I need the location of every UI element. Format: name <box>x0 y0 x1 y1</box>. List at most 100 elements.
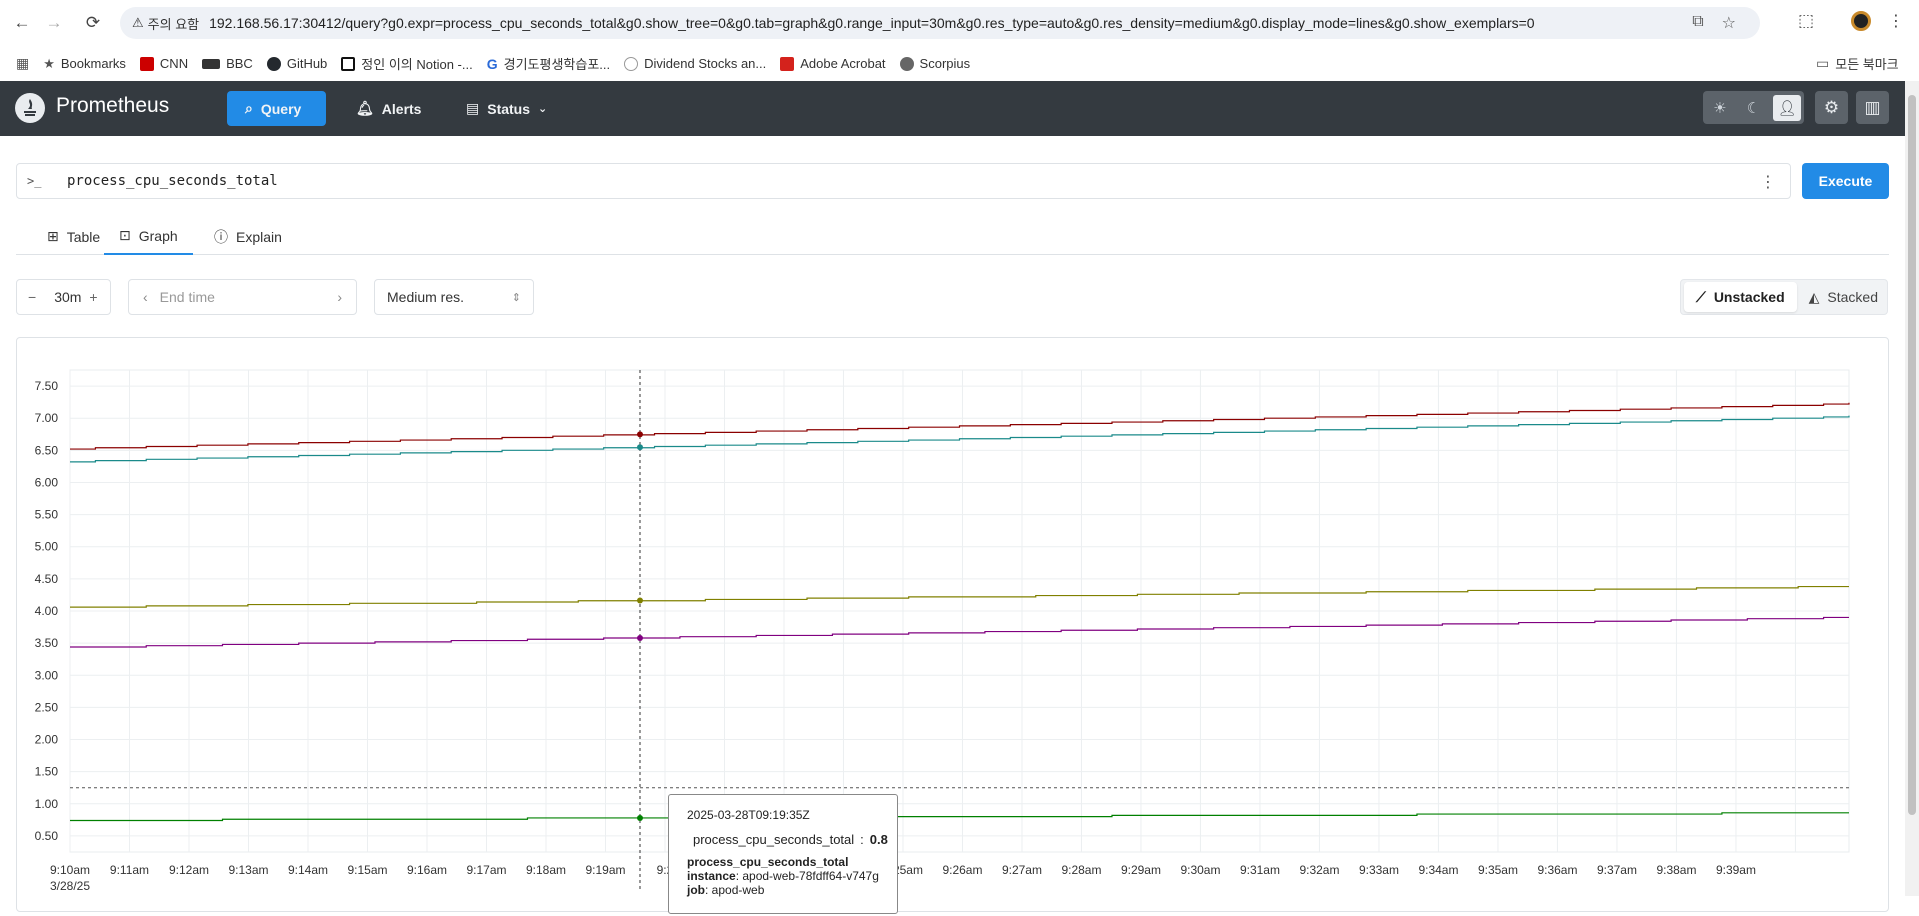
acrobat-icon <box>780 56 795 71</box>
cnn-icon <box>139 56 154 71</box>
resolution-select[interactable]: Medium res. ⇕ <box>374 279 534 315</box>
prompt-icon: >_ <box>27 174 42 188</box>
reload-icon[interactable]: ⟳ <box>85 13 101 32</box>
x-tick-label: 9:31am <box>1240 863 1280 877</box>
chevron-left-icon[interactable]: ‹ <box>143 289 148 305</box>
bell-icon: 🔔︎ <box>356 100 374 116</box>
series-teal-line <box>70 415 1850 463</box>
tab-graph[interactable]: ⊡ Graph <box>104 218 193 255</box>
bookmark-item[interactable]: GitHub <box>266 56 327 71</box>
range-value[interactable]: 30m <box>54 289 82 305</box>
scrollbar-thumb[interactable] <box>1908 95 1916 815</box>
x-tick-label: 9:13am <box>228 863 268 877</box>
server-icon: ▤ <box>466 100 480 116</box>
folder-icon: ▭ <box>1816 55 1830 71</box>
hover-tooltip: 2025-03-28T09:19:35Z process_cpu_seconds… <box>668 794 898 914</box>
series-green-hover-point <box>636 815 643 822</box>
x-tick-label: 9:11am <box>110 863 149 877</box>
avatar[interactable] <box>1851 11 1871 31</box>
x-tick-label: 9:34am <box>1418 863 1458 877</box>
star-icon: ★ <box>43 55 55 71</box>
address-bar[interactable]: ⚠ 주의 요함 192.168.56.17:30412/query?g0.exp… <box>120 7 1760 39</box>
tooltip-instance: instance: apod-web-78fdff64-v747g <box>687 869 879 883</box>
series-red-line <box>70 402 1850 450</box>
bookmark-item[interactable]: Adobe Acrobat <box>780 56 886 71</box>
stacked-button[interactable]: ◭ Stacked <box>1808 288 1878 306</box>
apps-icon[interactable]: ▦ <box>16 55 30 71</box>
tab-table[interactable]: ⊞ Table <box>47 228 101 245</box>
nav-status[interactable]: ▤ Status ⌄ <box>466 100 548 117</box>
y-tick-label: 3.00 <box>35 668 59 682</box>
x-tick-label: 9:27am <box>1002 863 1042 877</box>
translate-icon[interactable]: ⧉ <box>1692 13 1704 30</box>
light-theme-icon[interactable]: ☀ <box>1713 99 1727 117</box>
settings-gear-icon[interactable]: ⚙ <box>1815 91 1848 124</box>
chevron-right-icon[interactable]: › <box>337 289 342 305</box>
y-tick-label: 6.00 <box>35 475 59 489</box>
forward-icon[interactable]: → <box>45 13 63 32</box>
execute-button[interactable]: Execute <box>1802 163 1889 199</box>
time-series-chart[interactable]: 0.50 1.00 1.50 2.00 2.50 3.00 3.50 4.00 4.50 5.00… <box>17 338 1890 913</box>
series-green-line <box>70 812 1849 822</box>
decrease-range-icon[interactable]: − <box>28 289 37 305</box>
tooltip-metric: process_cpu_seconds_total <box>687 855 849 869</box>
x-tick-label: 9:18am <box>526 863 566 877</box>
globe-icon <box>624 56 639 71</box>
expression-input[interactable]: process_cpu_seconds_total <box>67 173 278 189</box>
bookmark-item[interactable]: BBC <box>202 56 253 71</box>
y-tick-label: 6.50 <box>35 443 59 457</box>
x-tick-label: 9:26am <box>942 863 982 877</box>
tooltip-timestamp: 2025-03-28T09:19:35Z <box>687 808 810 822</box>
browser-menu-icon[interactable]: ⋮ <box>1888 13 1904 30</box>
scorpius-icon <box>899 56 914 71</box>
series-purple-line <box>70 616 1849 648</box>
security-warning[interactable]: ⚠ 주의 요함 <box>132 15 200 32</box>
y-tick-label: 4.50 <box>35 572 59 586</box>
page-scrollbar[interactable] <box>1905 81 1919 896</box>
x-tick-label: 9:17am <box>466 863 506 877</box>
x-tick-label: 9:16am <box>407 863 447 877</box>
tooltip-value: 0.8 <box>869 832 888 847</box>
chevron-down-icon: ⌄ <box>538 103 548 115</box>
x-tick-label: 9:30am <box>1180 863 1220 877</box>
x-tick-label: 9:15am <box>347 863 387 877</box>
increase-range-icon[interactable]: + <box>89 289 98 305</box>
stack-mode-switch: ⟋ Unstacked ◭ Stacked <box>1680 279 1888 315</box>
bookmark-item[interactable]: 정인 이의 Notion -... <box>341 54 473 73</box>
area-chart-icon: ◭ <box>1808 288 1820 305</box>
bookmark-item[interactable]: Scorpius <box>899 56 970 71</box>
all-bookmarks[interactable]: ▭ 모든 북마크 <box>1816 55 1899 72</box>
expression-input-box[interactable]: >_ process_cpu_seconds_total ⋮ <box>16 163 1791 199</box>
x-tick-label: 9:39am <box>1716 863 1756 877</box>
back-icon[interactable]: ← <box>13 13 31 32</box>
end-time-input[interactable]: ‹ End time › <box>128 279 357 315</box>
bookmark-item[interactable]: G 경기도평생학습포... <box>486 55 611 73</box>
dark-theme-icon[interactable]: ☾ <box>1746 99 1761 117</box>
app-brand[interactable]: Prometheus <box>56 94 170 117</box>
prometheus-logo-icon[interactable] <box>15 93 45 123</box>
unstacked-button[interactable]: ⟋ Unstacked <box>1684 282 1797 312</box>
query-options-icon[interactable]: ⋮ <box>1760 174 1776 191</box>
extensions-icon[interactable]: ⬚ <box>1798 11 1815 30</box>
bookmark-item[interactable]: CNN <box>139 56 188 71</box>
nav-alerts[interactable]: 🔔︎ Alerts <box>356 100 422 117</box>
series-purple-hover-point <box>636 634 643 641</box>
auto-theme-icon[interactable]: 👤︎ <box>1773 94 1802 121</box>
info-icon: ⓘ <box>214 228 228 245</box>
url-text[interactable]: 192.168.56.17:30412/query?g0.expr=proces… <box>209 15 1535 31</box>
x-tick-label: 9:10am <box>50 863 90 877</box>
docs-book-icon[interactable]: ▥ <box>1856 91 1889 124</box>
bookmark-item[interactable]: ★ Bookmarks <box>43 55 126 72</box>
g-icon: G <box>486 55 498 72</box>
x-tick-label: 9:14am <box>288 863 328 877</box>
tab-explain[interactable]: ⓘ Explain <box>214 228 282 245</box>
graph-panel: 0.50 1.00 1.50 2.00 2.50 3.00 3.50 4.00 4.50 5.00… <box>16 337 1889 912</box>
bookmark-item[interactable]: Dividend Stocks an... <box>624 56 766 71</box>
star-icon[interactable]: ☆ <box>1721 15 1736 32</box>
tooltip-series: process_cpu_seconds_total: 0.8 <box>693 832 888 847</box>
nav-query[interactable]: ⌕ Query <box>227 91 326 126</box>
github-icon <box>266 56 281 71</box>
theme-switcher: ☀ ☾ 👤︎ <box>1703 91 1804 124</box>
tooltip-job: job: apod-web <box>687 883 765 897</box>
range-control: − 30m + <box>16 279 111 315</box>
